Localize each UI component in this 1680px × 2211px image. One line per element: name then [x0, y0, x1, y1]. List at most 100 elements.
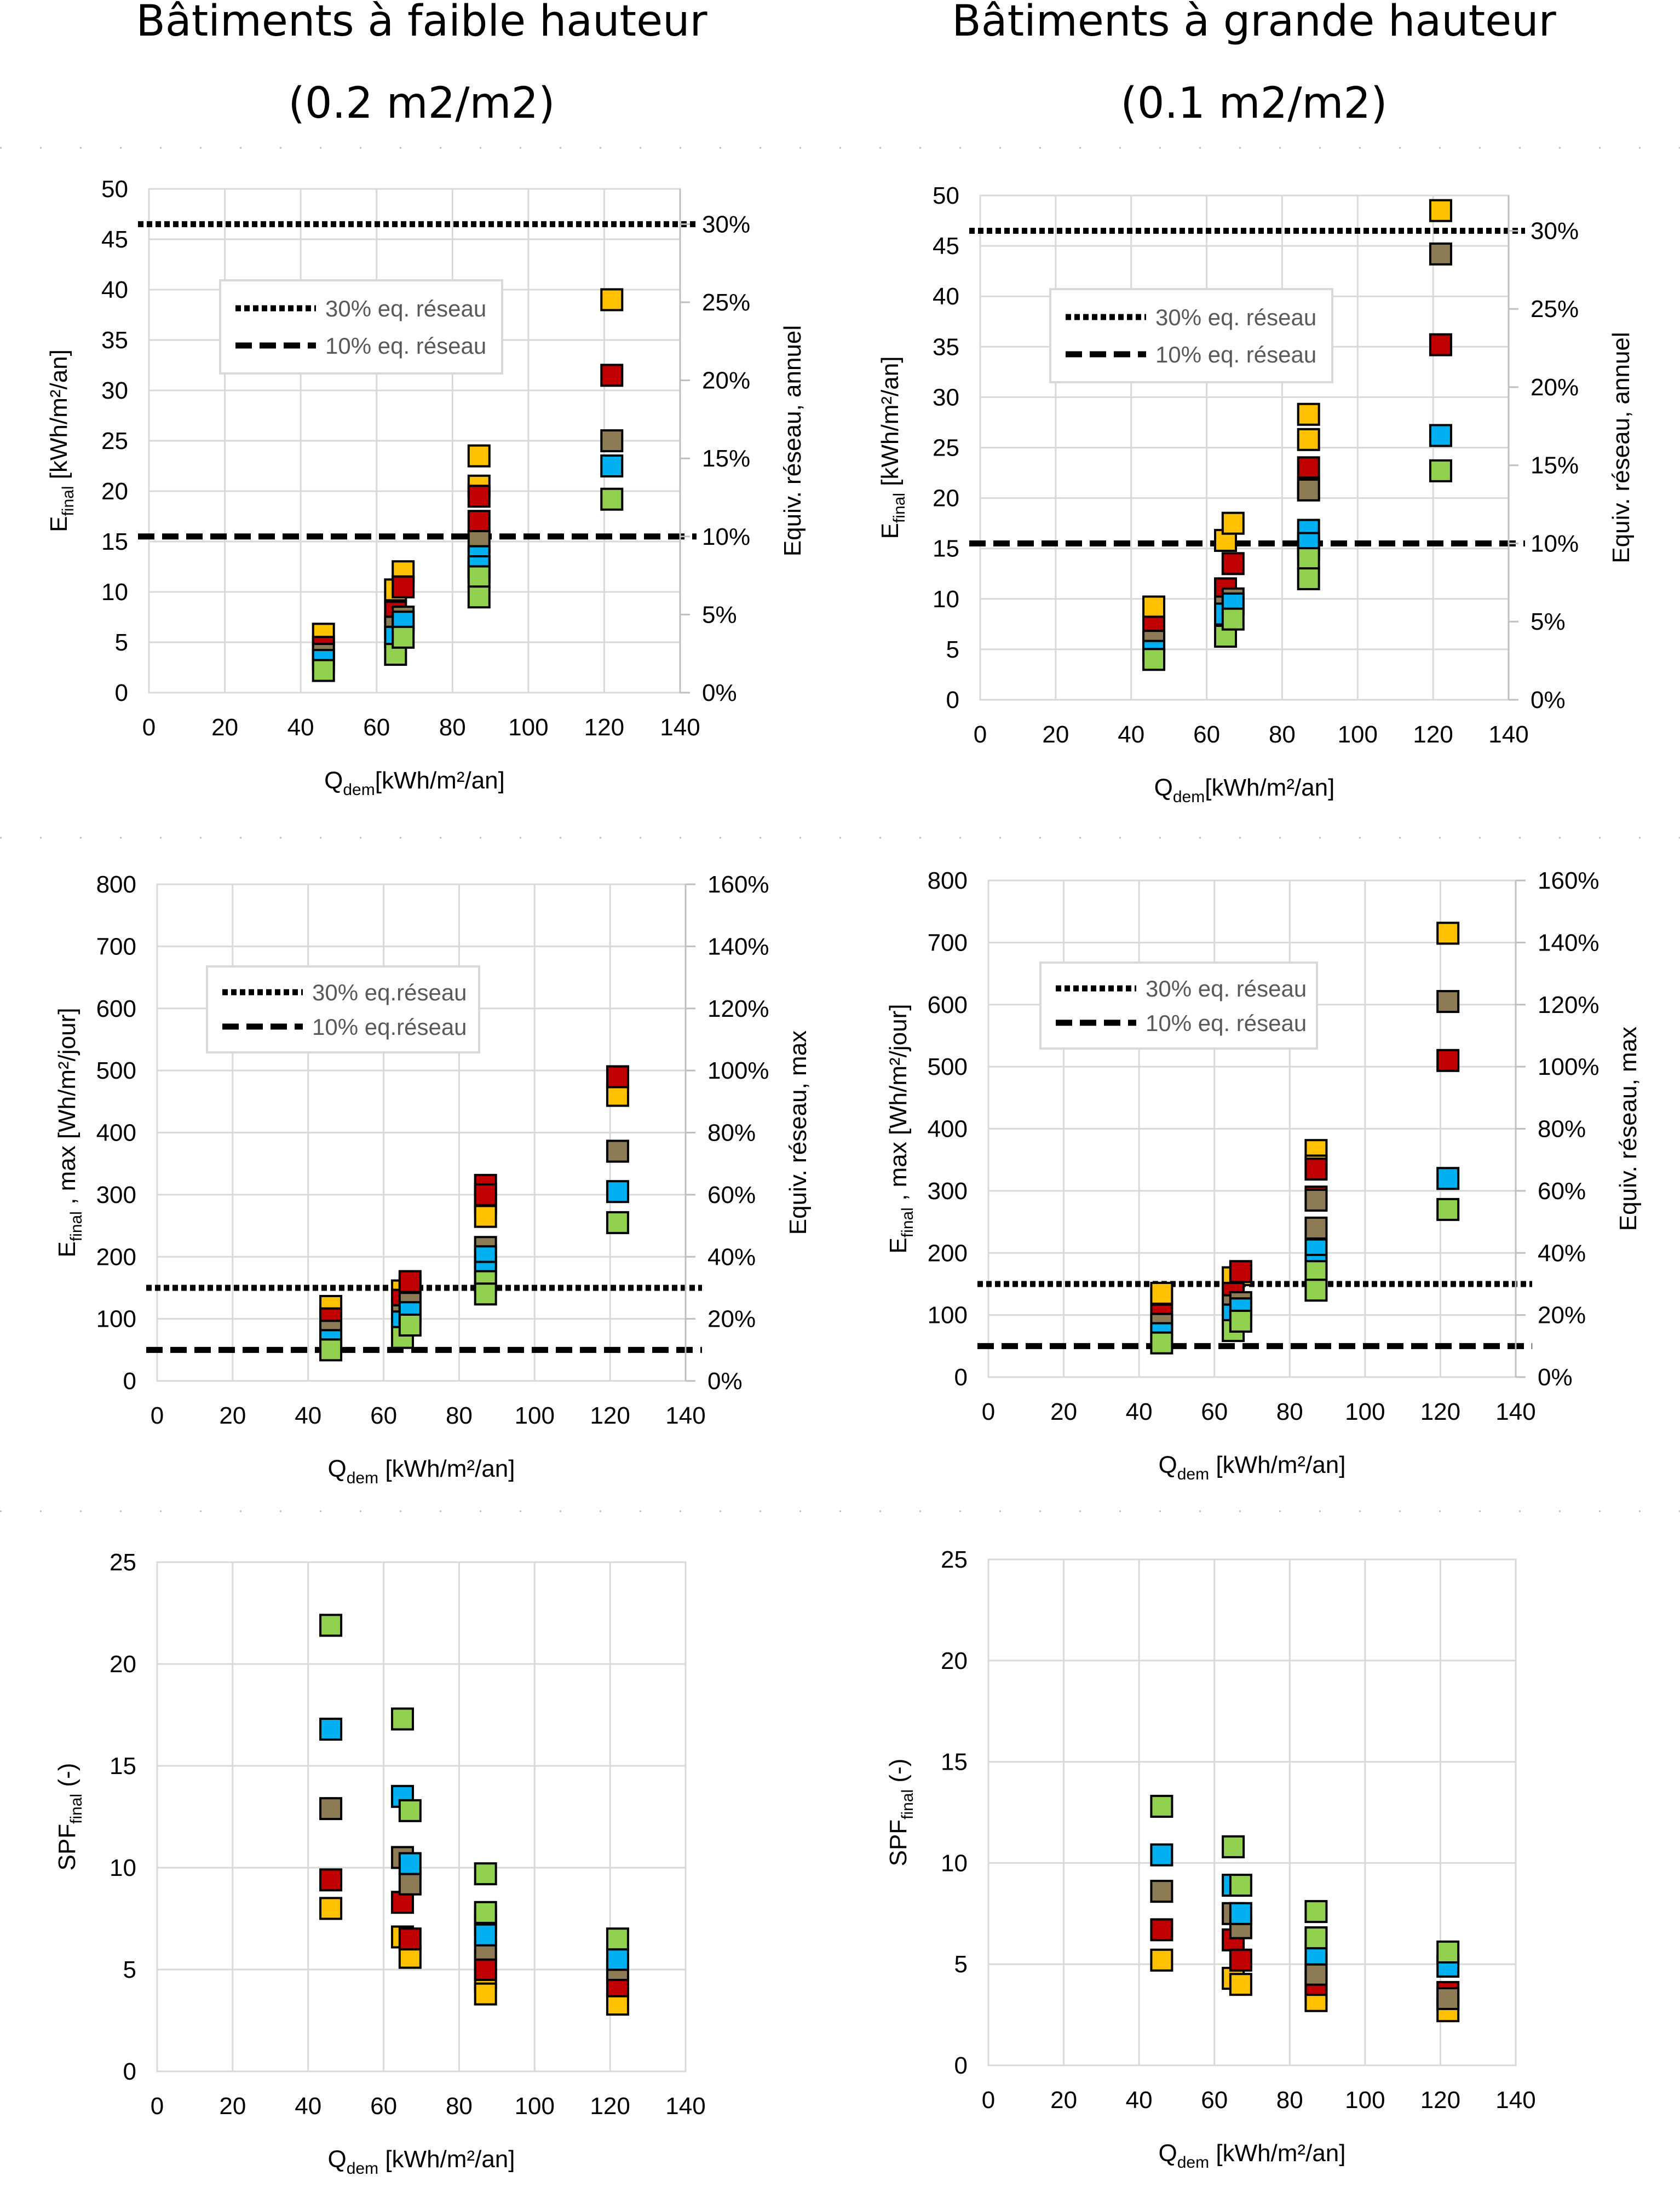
data-point-green	[467, 565, 491, 589]
legend-box	[1039, 961, 1318, 1050]
left-subtitle: (0.2 m2/m2)	[288, 79, 555, 128]
x-tick-label: 20	[1042, 721, 1069, 748]
y2-tick-label: 80%	[1538, 1116, 1586, 1143]
data-point-red	[606, 1065, 629, 1089]
data-point-blue	[319, 1718, 343, 1741]
y-tick-label: 5	[115, 629, 128, 656]
y-tick-label: 20	[933, 485, 959, 512]
y-tick-label: 800	[96, 871, 136, 898]
y-tick-label: 30	[933, 384, 959, 411]
data-point-green	[1436, 1197, 1460, 1221]
legend: 30% eq. réseau 10% eq. réseau	[1039, 961, 1318, 1050]
data-point-yellow	[1297, 428, 1320, 451]
x-tick-label: 0	[151, 2093, 164, 2120]
y-tick-label: 15	[101, 528, 128, 555]
legend-label: 30% eq.réseau	[312, 980, 467, 1005]
data-point-green	[467, 585, 491, 609]
data-point-olive	[600, 429, 624, 452]
x-tick-label: 60	[1201, 2087, 1228, 2114]
data-point-blue	[1150, 1843, 1173, 1867]
x-axis-label: Qdem [kWh/m²/an]	[1159, 1452, 1346, 1483]
x-axis-label: Qdem[kWh/m²/an]	[324, 767, 505, 799]
data-point-green	[1429, 459, 1452, 482]
data-point-green	[1304, 1926, 1328, 1950]
x-tick-label: 100	[515, 1402, 555, 1429]
data-point-yellow	[1429, 199, 1452, 222]
y2-tick-label: 20%	[702, 367, 750, 394]
y-tick-label: 20	[101, 478, 128, 505]
y-axis-label: SPFfinal (-)	[54, 1763, 85, 1871]
y-tick-label: 500	[96, 1057, 136, 1084]
y-tick-label: 35	[933, 333, 959, 360]
data-point-red	[398, 1270, 422, 1293]
legend-label: 30% eq. réseau	[1155, 304, 1316, 330]
data-point-olive	[1436, 990, 1460, 1014]
data-point-blue	[600, 454, 624, 477]
x-tick-label: 0	[974, 721, 987, 748]
y-tick-label: 25	[933, 435, 959, 462]
data-point-red	[392, 575, 415, 598]
x-axis-label: Qdem [kWh/m²/an]	[328, 2146, 515, 2178]
data-point-red	[474, 1183, 497, 1206]
data-point-red	[1429, 333, 1452, 356]
y-tick-label: 700	[96, 933, 136, 960]
y-tick-label: 50	[101, 176, 128, 203]
data-point-yellow	[319, 1897, 343, 1920]
data-point-red	[467, 510, 491, 533]
right-subtitle: (0.1 m2/m2)	[1120, 79, 1388, 128]
x-tick-label: 60	[1201, 1398, 1228, 1425]
y-tick-label: 20	[941, 1648, 968, 1674]
y2-tick-label: 100%	[707, 1057, 769, 1084]
plot-area	[987, 1558, 1517, 2066]
data-point-red	[1229, 1948, 1252, 1972]
x-tick-label: 140	[1495, 1398, 1535, 1425]
x-tick-label: 100	[515, 2093, 555, 2120]
data-point-red	[1436, 1049, 1460, 1072]
data-point-green	[392, 625, 415, 649]
data-point-yellow	[1297, 402, 1320, 426]
x-tick-label: 20	[1050, 2087, 1077, 2114]
x-tick-label: 140	[660, 714, 700, 741]
x-tick-label: 40	[287, 714, 314, 741]
data-point-olive	[1297, 478, 1320, 502]
x-tick-label: 100	[1345, 2087, 1385, 2114]
legend-box	[219, 279, 503, 375]
data-point-red	[474, 1958, 497, 1981]
x-tick-label: 140	[665, 2093, 705, 2120]
y2-tick-label: 10%	[702, 523, 750, 550]
y-tick-label: 0	[946, 687, 959, 713]
data-point-blue	[474, 1923, 497, 1947]
data-point-yellow	[1150, 1948, 1173, 1972]
left-title: Bâtiments à faible hauteur	[136, 0, 707, 46]
data-point-red	[467, 485, 491, 508]
legend-label: 10% eq. réseau	[1146, 1010, 1307, 1036]
y2-tick-label: 15%	[702, 445, 750, 472]
data-point-blue	[1229, 1902, 1252, 1925]
data-point-blue	[1436, 1167, 1460, 1190]
y-tick-label: 25	[110, 1549, 136, 1576]
data-point-olive	[1304, 1216, 1328, 1240]
x-tick-label: 140	[1495, 2087, 1535, 2114]
y2-tick-label: 30%	[1531, 217, 1579, 244]
y2-tick-label: 160%	[1538, 867, 1600, 894]
x-axis-label: Qdem[kWh/m²/an]	[1154, 774, 1335, 806]
x-tick-label: 40	[295, 1402, 321, 1429]
y-axis-label: Efinal , max [Wh/m²/jour]	[885, 1004, 917, 1254]
y-tick-label: 45	[101, 226, 128, 253]
y-tick-label: 200	[96, 1243, 136, 1270]
y-tick-label: 300	[928, 1178, 968, 1205]
y2-tick-label: 120%	[1538, 992, 1600, 1018]
data-point-green	[1221, 607, 1245, 631]
data-point-olive	[1150, 1880, 1173, 1903]
y-tick-label: 15	[933, 536, 959, 562]
y-tick-label: 400	[96, 1120, 136, 1147]
y-tick-label: 10	[933, 586, 959, 613]
y2-tick-label: 20%	[1538, 1302, 1586, 1329]
data-point-green	[398, 1313, 422, 1337]
y-tick-label: 30	[101, 377, 128, 404]
y2-tick-label: 140%	[1538, 929, 1600, 956]
legend-label: 30% eq. réseau	[1146, 976, 1307, 1001]
x-tick-label: 0	[982, 2087, 995, 2114]
y-tick-label: 100	[96, 1306, 136, 1333]
